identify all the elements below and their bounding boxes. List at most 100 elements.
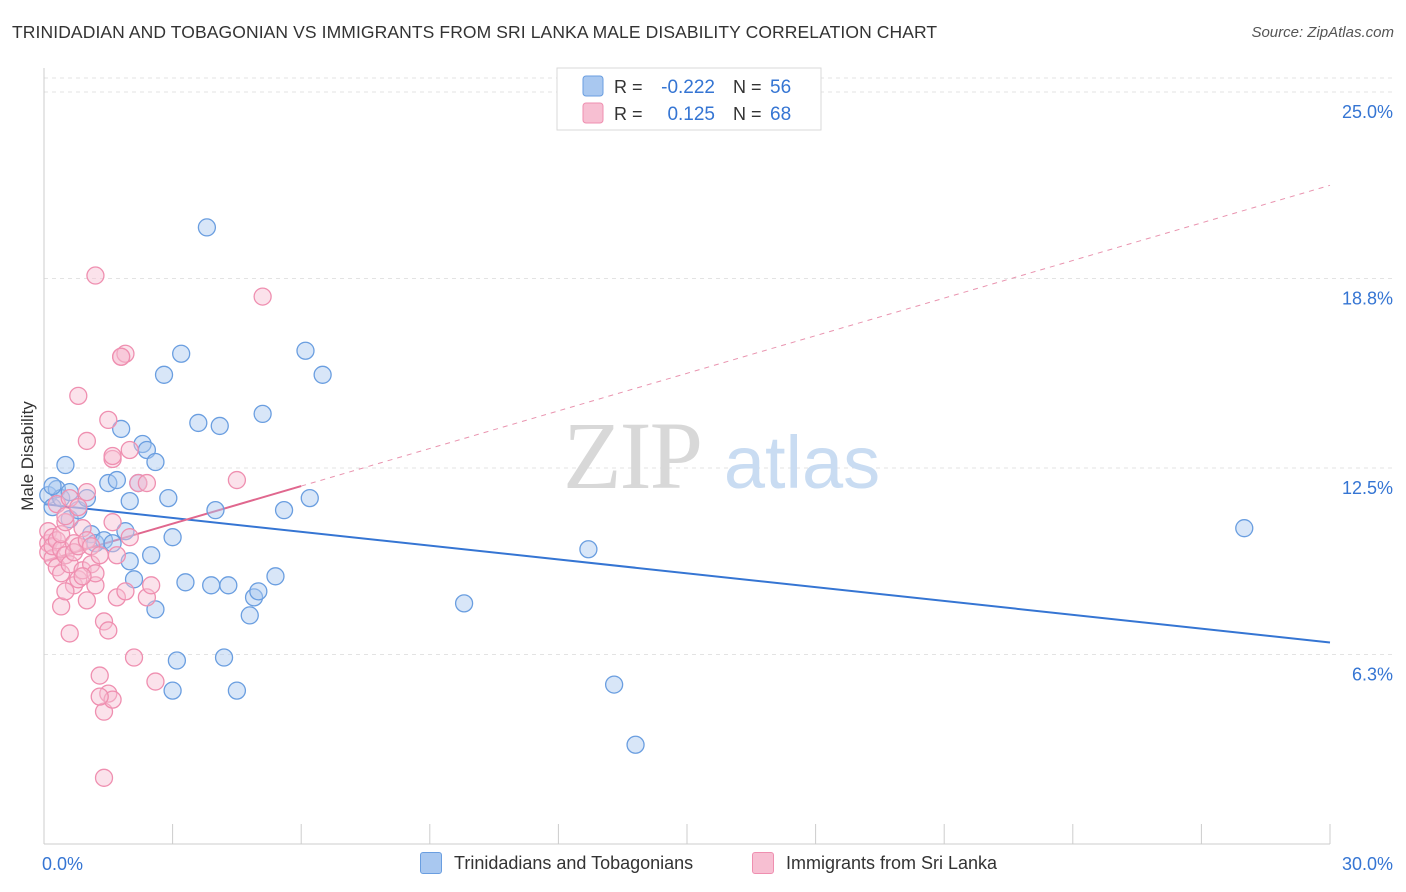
- trend-line-0: [43, 503, 1331, 644]
- y-tick-label-2: 18.8%: [1342, 289, 1393, 309]
- point-s1-48: [124, 648, 144, 667]
- source-credit: Source: ZipAtlas.com: [1251, 24, 1394, 41]
- point-s0-55: [43, 476, 62, 496]
- point-s1-35: [94, 612, 114, 631]
- point-s0-53: [626, 735, 645, 754]
- watermark-atlas: atlas: [724, 421, 880, 504]
- point-s1-53: [94, 768, 114, 787]
- point-s0-34: [197, 218, 217, 237]
- point-s0-52: [604, 675, 624, 694]
- legend-r-value-1: -0.222: [661, 77, 715, 98]
- legend-r-value-2: 0.125: [667, 104, 715, 125]
- point-s0-26: [154, 365, 174, 384]
- point-s0-24: [146, 452, 165, 472]
- point-s1-28: [77, 591, 97, 610]
- point-s0-31: [167, 651, 187, 670]
- grid-lines: [44, 77, 1392, 656]
- data-points: [39, 218, 1254, 787]
- stats-legend: R = -0.222 N = 56 R = 0.125 N = 68: [556, 67, 822, 131]
- y-tick-label-0: 6.3%: [1352, 665, 1393, 685]
- point-s0-54: [1235, 519, 1254, 538]
- point-s1-41: [107, 546, 127, 565]
- point-s0-30: [172, 344, 191, 363]
- legend-swatch-blue: [582, 75, 604, 97]
- point-s1-67: [56, 582, 75, 601]
- y-tick-label-3: 25.0%: [1342, 102, 1393, 122]
- point-s1-10: [51, 525, 71, 544]
- y-axis-label: Male Disability: [18, 401, 37, 511]
- point-s0-15: [112, 419, 131, 439]
- point-s0-40: [227, 681, 247, 700]
- legend-n-value-1: 56: [770, 77, 791, 98]
- legend-r-label-2: R =: [614, 104, 643, 124]
- point-s1-50: [137, 588, 157, 607]
- point-s1-25: [73, 519, 92, 538]
- legend-label-trinidadians: Trinidadians and Tobagonians: [454, 852, 694, 873]
- point-s0-13: [103, 534, 122, 553]
- point-s0-18: [120, 491, 139, 511]
- point-s1-40: [103, 513, 122, 532]
- point-s1-58: [137, 473, 157, 493]
- point-s1-22: [69, 497, 88, 517]
- point-s1-47: [120, 528, 139, 547]
- point-s0-37: [210, 416, 229, 436]
- point-s1-18: [60, 624, 79, 643]
- chart-title: TRINIDADIAN AND TOBAGONIAN VS IMMIGRANTS…: [12, 22, 938, 42]
- point-s0-36: [206, 500, 225, 520]
- point-s0-29: [163, 681, 182, 700]
- point-s0-33: [189, 413, 208, 433]
- y-tick-label-1: 12.5%: [1342, 478, 1393, 498]
- point-s0-38: [214, 648, 234, 667]
- point-s1-60: [69, 386, 88, 405]
- legend-item-trinidadians: Trinidadians and Tobagonians: [420, 852, 693, 874]
- point-s0-14: [107, 470, 127, 490]
- point-s1-63: [77, 482, 97, 502]
- point-s1-12: [51, 597, 71, 616]
- point-s1-33: [90, 546, 109, 565]
- axes: [43, 68, 1331, 845]
- point-s0-4: [56, 455, 75, 475]
- point-s0-27: [159, 488, 178, 508]
- point-s0-50: [454, 594, 474, 613]
- point-s1-13: [56, 513, 75, 532]
- legend-n-value-2: 68: [770, 104, 791, 125]
- point-s0-39: [219, 576, 238, 595]
- point-s1-65: [90, 687, 109, 706]
- point-s1-54: [253, 287, 272, 306]
- point-s1-34: [90, 666, 109, 685]
- point-s1-59: [77, 431, 97, 451]
- legend-item-sri-lanka: Immigrants from Sri Lanka: [752, 852, 997, 874]
- x-tick-label-max: 30.0%: [1342, 854, 1393, 874]
- point-s0-43: [249, 582, 268, 601]
- point-s0-35: [202, 576, 221, 595]
- legend-swatch-sri-lanka: [752, 852, 774, 874]
- point-s1-15: [56, 507, 75, 526]
- legend-n-label-1: N =: [733, 77, 762, 97]
- point-s0-47: [296, 341, 315, 360]
- legend-swatch-trinidadians: [420, 852, 442, 874]
- legend-label-sri-lanka: Immigrants from Sri Lanka: [786, 852, 998, 873]
- tick-labels: 6.3% 12.5% 18.8% 25.0% 0.0% 30.0%: [42, 102, 1393, 874]
- point-s0-48: [300, 488, 319, 508]
- trend-extension-1: [301, 184, 1331, 487]
- point-s0-23: [142, 546, 161, 565]
- point-s0-46: [274, 500, 294, 520]
- legend-swatch-pink: [582, 102, 604, 124]
- point-s0-41: [240, 606, 259, 625]
- point-s1-66: [73, 567, 92, 586]
- point-s1-61: [112, 347, 131, 366]
- point-s1-44: [116, 582, 135, 601]
- point-s1-56: [99, 410, 118, 430]
- point-s1-57: [103, 446, 122, 466]
- legend-r-label-1: R =: [614, 77, 643, 97]
- point-s0-51: [579, 540, 598, 559]
- zipatlas-watermark: ZIP atlas: [563, 402, 880, 509]
- point-s0-49: [313, 365, 332, 384]
- point-s1-55: [227, 470, 247, 490]
- point-s1-38: [99, 621, 118, 640]
- point-s1-46: [120, 440, 139, 460]
- point-s1-52: [146, 672, 165, 691]
- point-s0-44: [253, 404, 272, 424]
- point-s0-45: [266, 567, 285, 586]
